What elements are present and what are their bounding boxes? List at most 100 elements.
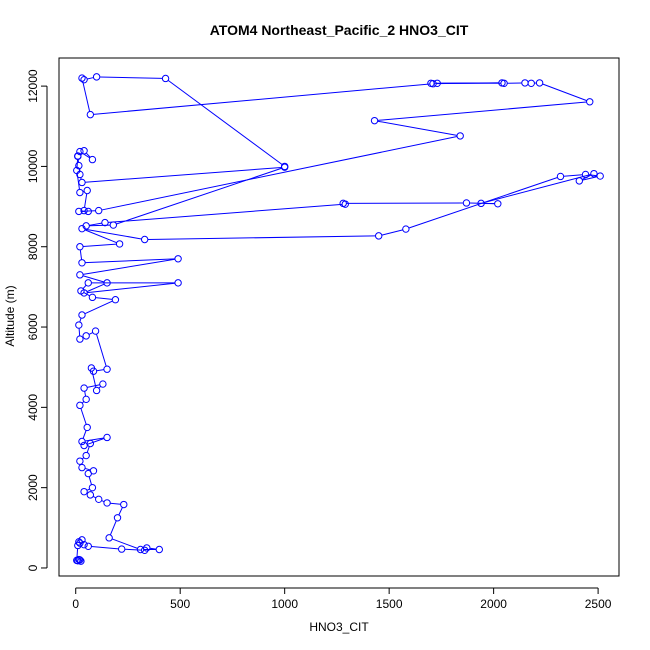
data-point	[76, 401, 84, 410]
data-point	[174, 279, 182, 287]
plot-frame	[58, 57, 620, 577]
series-segment	[84, 229, 117, 244]
series-segment	[96, 369, 104, 372]
x-tick-label: 500	[170, 597, 190, 611]
series-segment	[377, 101, 587, 121]
data-point	[78, 178, 86, 187]
series-segment	[381, 229, 403, 236]
series-segment	[87, 77, 94, 80]
data-point	[76, 243, 84, 251]
series-segment	[88, 332, 93, 335]
data-point	[95, 206, 103, 215]
data-point	[109, 221, 118, 229]
data-point	[73, 556, 81, 565]
data-point	[103, 499, 111, 507]
data-point	[78, 311, 86, 319]
data-point	[82, 451, 90, 460]
series-segment	[89, 222, 102, 226]
data-point	[84, 207, 92, 216]
data-point	[83, 186, 91, 195]
data-point	[75, 207, 83, 216]
series-segment	[95, 297, 113, 300]
data-point	[76, 335, 84, 343]
series-segment	[91, 371, 97, 388]
data-point	[75, 321, 83, 329]
y-tick-label: 0	[26, 564, 40, 571]
data-point	[86, 110, 95, 119]
y-axis-label: Altitude (m)	[3, 285, 17, 346]
data-point	[76, 457, 84, 465]
data-point	[78, 536, 86, 544]
data-point	[88, 483, 97, 492]
y-axis: 0 2000 4000 6000 8000 10000 12000	[26, 69, 48, 571]
series-segment	[84, 193, 88, 208]
series-segment	[147, 235, 376, 240]
series-segment	[484, 173, 591, 204]
data-point	[174, 255, 182, 263]
series-segment	[582, 176, 598, 181]
data-point	[155, 545, 163, 554]
data-point	[521, 79, 529, 87]
series-layer	[73, 73, 604, 565]
data-point	[586, 98, 594, 106]
y-tick-label: 6000	[26, 313, 40, 340]
series-segment	[118, 507, 123, 516]
series-segment	[84, 300, 113, 315]
data-point	[161, 74, 170, 83]
data-point	[375, 232, 383, 240]
data-point	[77, 557, 85, 565]
series-segment	[542, 83, 587, 102]
data-point	[590, 169, 598, 178]
series-segment	[124, 548, 142, 551]
y-tick-label: 2000	[26, 474, 40, 501]
data-point	[136, 545, 145, 554]
data-point	[596, 172, 604, 180]
series-segment	[91, 546, 119, 550]
data-point	[101, 218, 109, 227]
data-point	[402, 225, 410, 233]
series-segment	[87, 282, 175, 294]
x-axis: 0 500 1000 1500 2000 2500	[72, 587, 612, 611]
y-tick-label: 4000	[26, 394, 40, 421]
series-segment	[82, 430, 87, 439]
series-segment	[93, 83, 430, 115]
series-segment	[469, 202, 495, 205]
data-point	[95, 495, 103, 504]
data-point	[89, 467, 98, 475]
data-point	[103, 365, 111, 373]
data-point	[456, 132, 464, 140]
data-point	[78, 463, 86, 472]
series-segment	[82, 81, 91, 112]
series-segment	[82, 210, 96, 212]
data-point	[113, 514, 122, 522]
data-point	[370, 116, 379, 125]
data-point	[78, 437, 86, 446]
series-segment	[79, 249, 83, 260]
data-point	[88, 293, 97, 302]
series-segment	[92, 495, 97, 499]
x-axis-label: HNO3_CIT	[309, 620, 369, 634]
data-point	[280, 162, 289, 171]
data-point	[82, 222, 90, 230]
series-segment	[149, 547, 157, 550]
series-segment	[85, 228, 142, 240]
data-point	[99, 380, 107, 388]
data-point	[83, 423, 91, 432]
x-tick-label: 2500	[585, 597, 612, 611]
series-segment	[83, 243, 117, 248]
data-point	[84, 542, 92, 550]
series-segment	[86, 446, 90, 453]
data-point	[80, 289, 88, 297]
series-segment	[85, 258, 175, 264]
series-segment	[108, 203, 343, 223]
data-point	[498, 79, 506, 87]
data-point	[80, 147, 88, 155]
data-point	[140, 546, 149, 555]
data-point	[494, 200, 502, 208]
series-segment	[79, 317, 82, 323]
series-segment	[408, 177, 558, 229]
data-point	[527, 79, 535, 87]
data-point	[74, 152, 82, 161]
data-point	[477, 199, 485, 208]
